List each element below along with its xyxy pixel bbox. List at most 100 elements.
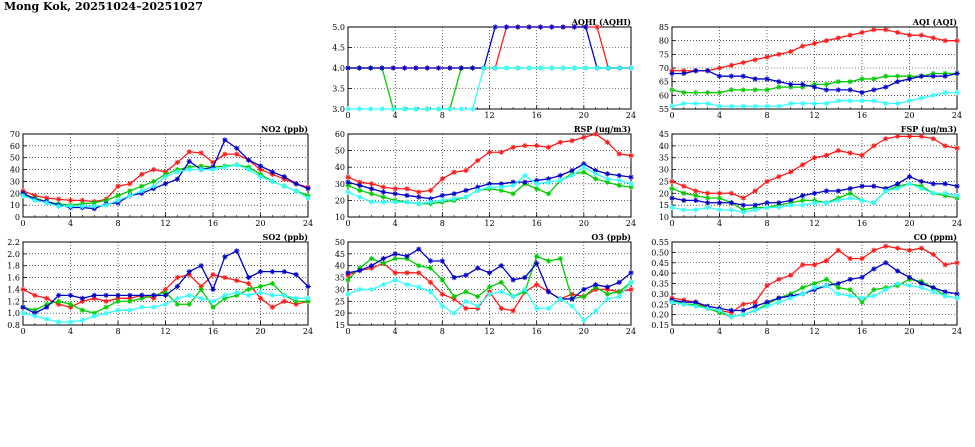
marker-stroke <box>175 296 180 301</box>
data-point <box>895 268 901 274</box>
y-tick-label: 85 <box>659 23 669 32</box>
marker-stroke <box>669 205 675 210</box>
data-point <box>545 258 552 264</box>
data-point <box>604 296 611 302</box>
data-point <box>413 65 419 71</box>
marker-stroke <box>824 283 829 288</box>
data-point <box>604 284 611 290</box>
marker-stroke <box>451 170 457 175</box>
data-point <box>44 295 50 301</box>
marker-stroke <box>558 296 563 302</box>
data-point <box>522 143 528 149</box>
marker-stroke <box>741 308 746 313</box>
data-point <box>475 265 481 271</box>
marker-stroke <box>404 282 410 287</box>
data-point <box>752 299 758 305</box>
data-point <box>681 197 687 203</box>
marker-stroke <box>824 82 829 87</box>
data-point <box>475 293 481 300</box>
marker-stroke <box>847 256 853 261</box>
marker-stroke <box>859 300 865 305</box>
marker-stroke <box>534 181 539 186</box>
data-point <box>139 292 145 298</box>
x-tick-label: 8 <box>440 111 445 120</box>
data-point <box>616 289 622 295</box>
data-point <box>883 136 889 142</box>
data-point <box>115 298 121 304</box>
x-tick-label: 8 <box>764 219 769 228</box>
marker-stroke <box>729 87 734 93</box>
marker-stroke <box>246 281 251 286</box>
data-point <box>835 87 841 93</box>
marker-stroke <box>931 252 936 257</box>
data-point <box>305 283 311 290</box>
data-point <box>593 171 599 177</box>
data-point <box>752 188 758 194</box>
marker-stroke <box>693 193 698 198</box>
marker-stroke <box>812 155 817 160</box>
marker-stroke <box>222 137 228 143</box>
marker-stroke <box>883 74 888 79</box>
marker-stroke <box>871 143 877 149</box>
data-point <box>906 274 913 280</box>
marker-stroke <box>440 303 445 309</box>
data-point <box>186 292 192 298</box>
data-point <box>451 196 457 202</box>
data-point <box>581 286 587 293</box>
data-point <box>871 293 877 299</box>
data-point <box>545 305 552 311</box>
chart-co: 0 4 8 12 16 20 24 0.150.20 0.250.300.35 0.400.45 0… <box>651 232 962 336</box>
data-point <box>716 103 723 109</box>
marker-stroke <box>558 173 563 178</box>
marker-stroke <box>942 191 948 196</box>
data-point <box>604 291 611 297</box>
data-point <box>728 190 734 196</box>
marker-stroke <box>381 194 386 200</box>
marker-stroke <box>883 84 888 90</box>
data-point <box>91 313 97 319</box>
marker-stroke <box>293 272 299 277</box>
marker-stroke <box>504 24 509 30</box>
data-point <box>942 90 948 96</box>
marker-stroke <box>522 173 528 178</box>
marker-stroke <box>381 189 386 195</box>
data-point <box>669 70 675 77</box>
marker-stroke <box>56 204 61 209</box>
data-point <box>811 190 818 196</box>
data-point <box>800 100 806 107</box>
marker-stroke <box>824 87 829 93</box>
data-point <box>859 274 865 280</box>
marker-stroke <box>369 263 374 268</box>
marker-stroke <box>510 191 516 196</box>
marker-stroke <box>681 191 687 196</box>
marker-stroke <box>800 202 805 208</box>
marker-stroke <box>776 205 782 210</box>
marker-stroke <box>44 296 49 301</box>
marker-stroke <box>404 270 410 276</box>
marker-stroke <box>593 308 598 313</box>
marker-stroke <box>447 65 453 71</box>
marker-stroke <box>163 293 168 298</box>
marker-stroke <box>907 181 912 186</box>
data-point <box>246 280 252 287</box>
marker-stroke <box>139 188 144 194</box>
data-point <box>404 270 410 276</box>
marker-stroke <box>222 293 228 298</box>
data-point <box>56 196 62 202</box>
chart-title: O3 (ppb) <box>591 232 631 242</box>
marker-stroke <box>752 308 758 313</box>
data-point <box>669 185 675 192</box>
marker-stroke <box>222 254 228 259</box>
marker-stroke <box>895 101 900 106</box>
plot-frame <box>671 133 958 218</box>
data-point <box>416 284 422 290</box>
marker-stroke <box>492 24 498 30</box>
data-point <box>469 65 476 71</box>
data-point <box>681 70 687 77</box>
marker-stroke <box>883 260 888 265</box>
data-point <box>357 286 363 293</box>
marker-stroke <box>305 284 311 289</box>
marker-stroke <box>788 169 793 175</box>
marker-stroke <box>883 27 888 32</box>
marker-stroke <box>705 195 710 201</box>
